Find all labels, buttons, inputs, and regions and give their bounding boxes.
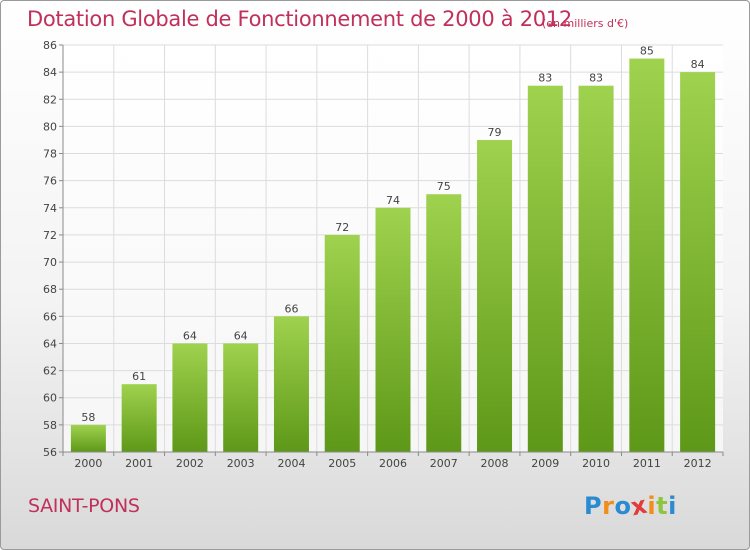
x-tick-label: 2006: [379, 457, 407, 470]
bar-2006: [375, 207, 411, 452]
bar-2005: [324, 234, 360, 452]
axes: [59, 44, 724, 456]
chart-subtitle: (en milliers d'€): [542, 17, 629, 30]
value-label-2008: 79: [488, 126, 502, 139]
brand-letter: r: [602, 492, 615, 520]
brand-logo: Proxiti: [584, 491, 677, 522]
brand-letter: i: [668, 492, 677, 520]
y-tick-label: 64: [43, 337, 57, 350]
value-label-2010: 83: [589, 72, 603, 85]
x-tick-label: 2001: [125, 457, 153, 470]
value-label-2004: 66: [284, 302, 298, 315]
brand-letter: t: [656, 492, 669, 520]
y-tick-label: 74: [43, 202, 57, 215]
value-label-2009: 83: [538, 72, 552, 85]
place-name: SAINT-PONS: [28, 495, 140, 517]
bar-2009: [527, 85, 563, 452]
x-tick-label: 2002: [176, 457, 204, 470]
x-tick-label: 2005: [328, 457, 356, 470]
y-tick-label: 68: [43, 283, 57, 296]
brand-letter: i: [647, 492, 657, 520]
bars: [70, 58, 716, 453]
y-tick-label: 84: [43, 66, 57, 79]
bar-2012: [680, 72, 716, 452]
y-tick-label: 80: [43, 120, 57, 133]
bar-2007: [426, 194, 462, 452]
y-tick-label: 78: [43, 148, 57, 161]
bar-2010: [578, 85, 614, 452]
bar-2011: [629, 58, 665, 453]
x-tick-label: 2010: [582, 457, 610, 470]
y-tick-label: 60: [43, 392, 57, 405]
x-tick-label: 2009: [531, 457, 559, 470]
y-tick-label: 62: [43, 365, 57, 378]
x-tick-label: 2003: [227, 457, 255, 470]
chart-title: Dotation Globale de Fonctionnement de 20…: [27, 7, 572, 31]
x-tick-label: 2012: [684, 457, 712, 470]
bar-2001: [121, 384, 157, 452]
x-tick-label: 2000: [74, 457, 102, 470]
y-tick-label: 86: [43, 39, 57, 52]
x-tick-label: 2007: [430, 457, 458, 470]
value-label-2011: 85: [640, 45, 654, 58]
y-tick-label: 56: [43, 446, 57, 459]
value-label-2007: 75: [437, 180, 451, 193]
bar-2000: [70, 424, 106, 452]
y-tick-label: 82: [43, 93, 57, 106]
brand-letter: o: [614, 492, 632, 520]
value-label-2006: 74: [386, 194, 400, 207]
value-label-2005: 72: [335, 221, 349, 234]
bar-2004: [273, 316, 309, 452]
x-tick-label: 2008: [481, 457, 509, 470]
y-tick-label: 58: [43, 419, 57, 432]
bar-2003: [223, 343, 259, 452]
value-label-2012: 84: [691, 58, 705, 71]
value-label-2001: 61: [132, 370, 146, 383]
x-tick-label: 2004: [277, 457, 305, 470]
bar-2008: [477, 139, 513, 452]
y-tick-label: 76: [43, 175, 57, 188]
brand-letter: P: [584, 492, 603, 520]
y-tick-label: 66: [43, 310, 57, 323]
value-label-2000: 58: [81, 411, 95, 424]
value-label-2003: 64: [234, 329, 248, 342]
x-tick-label: 2011: [633, 457, 661, 470]
labels: 56 58 60 62 64 66 68 70 72 74 76 78 80 82 84 86 58 2000 61…: [43, 39, 712, 470]
y-tick-label: 72: [43, 229, 57, 242]
value-label-2002: 64: [183, 329, 197, 342]
y-tick-label: 70: [43, 256, 57, 269]
bar-2002: [172, 343, 208, 452]
